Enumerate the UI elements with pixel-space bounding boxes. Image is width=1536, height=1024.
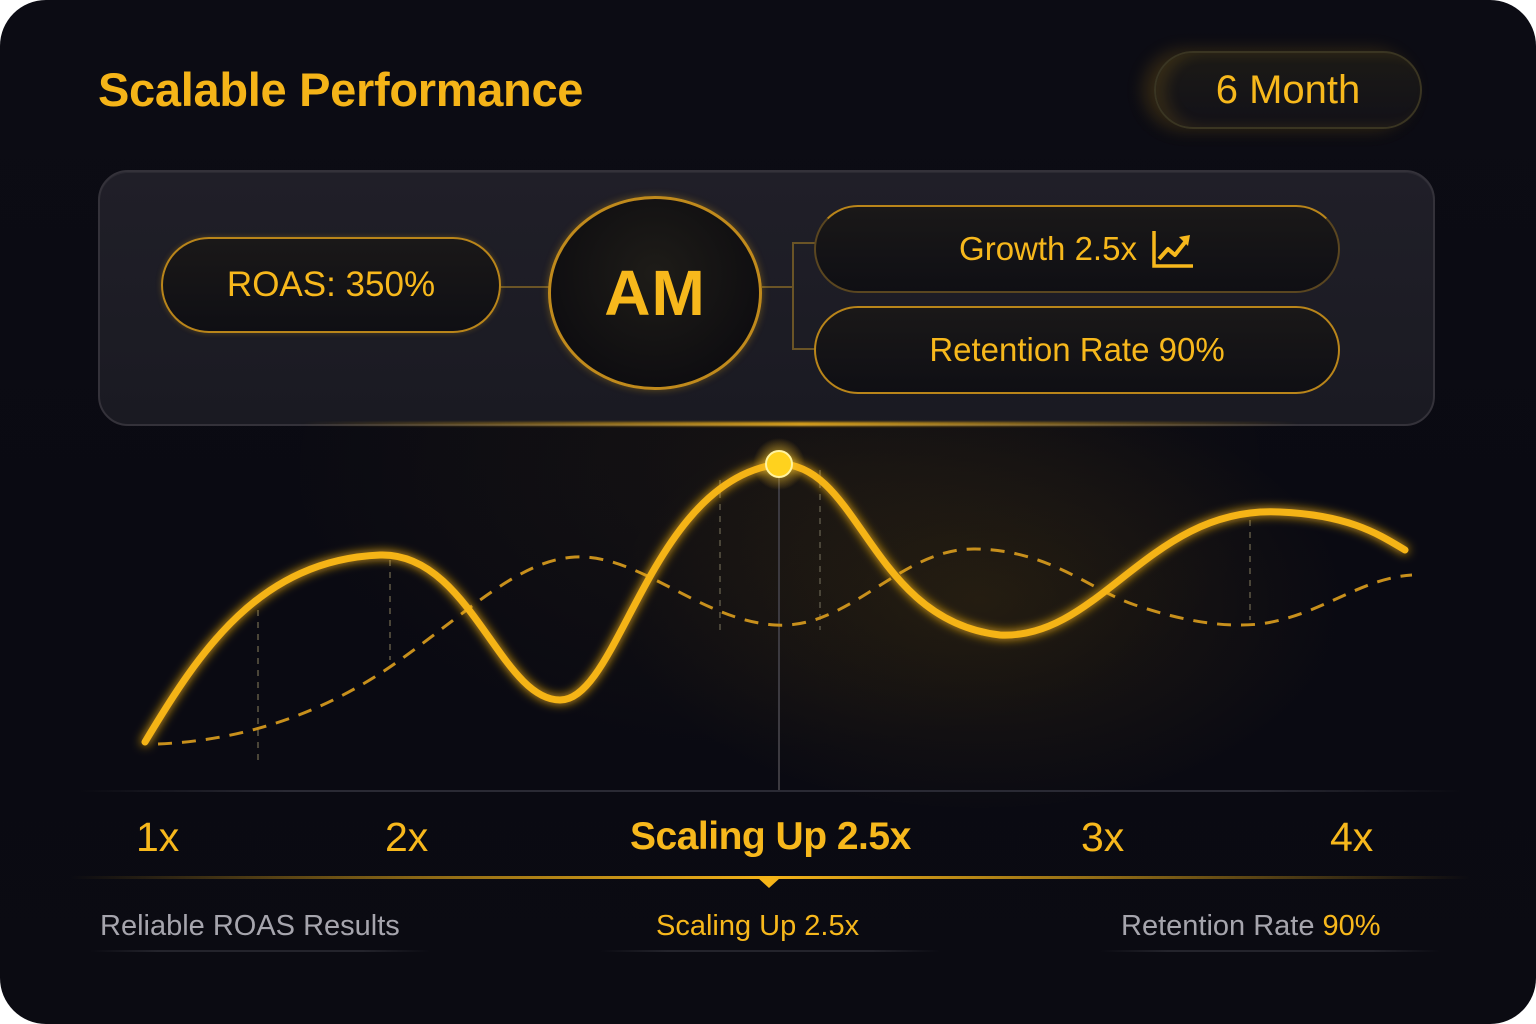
connector-top xyxy=(792,242,816,244)
connector-left xyxy=(500,286,550,288)
retention-badge: Retention Rate 90% xyxy=(814,306,1340,394)
series-dashed xyxy=(157,547,1413,746)
avatar-hub: AM xyxy=(548,196,762,390)
footer-underline xyxy=(1100,950,1440,952)
x-tick-label-highlighted[interactable]: Scaling Up 2.5x xyxy=(630,815,911,858)
guide-lines xyxy=(257,470,1251,760)
timeline-divider xyxy=(70,876,1470,879)
panel-glow xyxy=(300,422,1300,426)
footer-underline xyxy=(90,950,430,952)
retention-label: Retention Rate 90% xyxy=(929,331,1225,368)
roas-label: ROAS: 350% xyxy=(226,265,436,304)
x-axis-line xyxy=(80,790,1460,792)
footer-retention-value: 90% xyxy=(1322,910,1381,942)
hub-initials: AM xyxy=(604,257,706,329)
footer-underline xyxy=(600,950,940,952)
connector-bottom xyxy=(792,348,816,350)
roas-badge: ROAS: 350% xyxy=(161,237,501,333)
period-selector-button[interactable]: 6 Month xyxy=(1154,51,1422,129)
footer-retention: Retention Rate 90% xyxy=(1121,906,1381,946)
connector-branch xyxy=(792,242,794,350)
series-solid xyxy=(141,460,1409,746)
peak-point xyxy=(765,450,793,478)
page-title: Scalable Performance xyxy=(98,63,584,116)
footer-retention-label: Retention Rate xyxy=(1121,910,1323,942)
footer-roas-results: Reliable ROAS Results xyxy=(100,910,400,942)
growth-badge: Growth 2.5x xyxy=(814,205,1340,293)
x-tick-label: 4x xyxy=(1330,814,1374,860)
timeline-caret xyxy=(758,878,780,888)
x-tick-label: 3x xyxy=(1081,814,1125,860)
x-tick-label: 2x xyxy=(385,814,429,860)
connector-right xyxy=(762,286,792,288)
footer-scaling-up: Scaling Up 2.5x xyxy=(656,910,860,942)
x-tick-label: 1x xyxy=(136,814,180,860)
trending-up-icon xyxy=(1152,231,1193,268)
growth-label: Growth 2.5x xyxy=(959,230,1137,267)
